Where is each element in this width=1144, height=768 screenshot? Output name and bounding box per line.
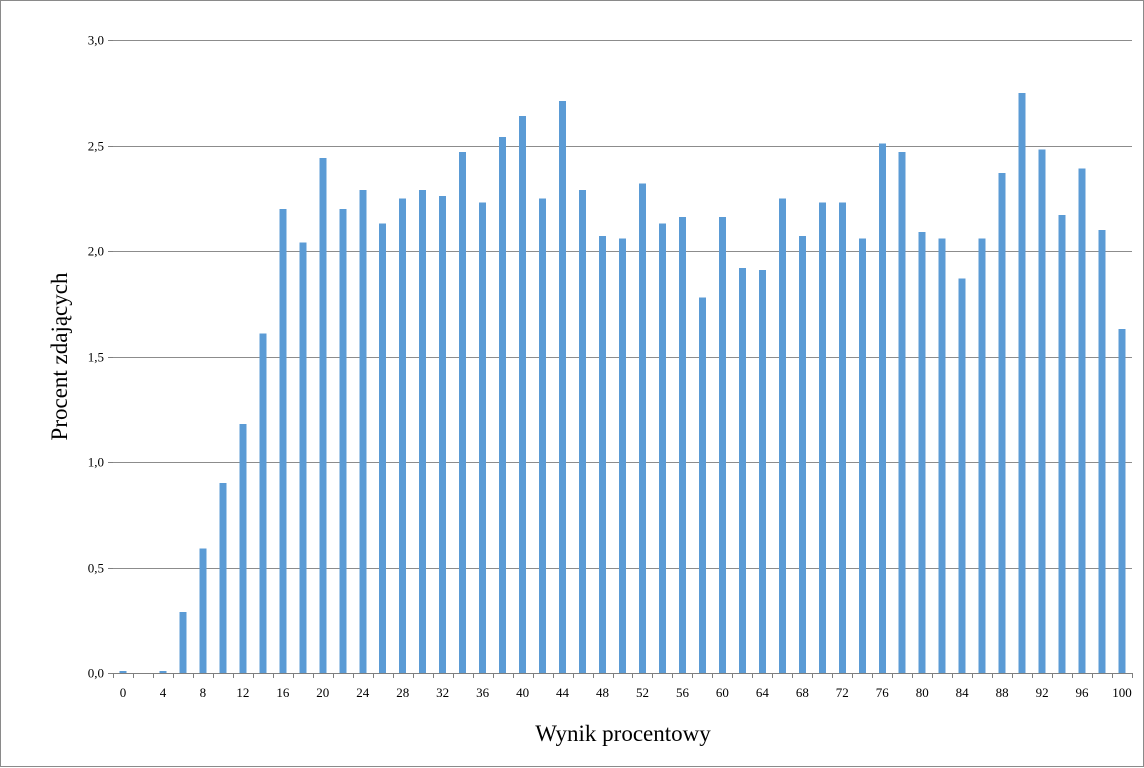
bar xyxy=(419,189,427,673)
bar xyxy=(159,670,167,673)
bar xyxy=(519,115,527,673)
x-tick-label: 64 xyxy=(756,685,770,700)
bar xyxy=(319,158,327,673)
x-tick-label: 60 xyxy=(716,685,729,700)
bar xyxy=(918,232,926,673)
x-tick-label: 4 xyxy=(160,685,167,700)
x-tick-label: 96 xyxy=(1076,685,1090,700)
x-tick-label: 80 xyxy=(916,685,929,700)
bar xyxy=(818,202,826,673)
bar xyxy=(559,101,567,673)
x-tick-label: 36 xyxy=(476,685,490,700)
x-tick-label: 24 xyxy=(356,685,370,700)
y-tick-label: 2,0 xyxy=(88,244,104,259)
bar xyxy=(738,267,746,673)
bar xyxy=(1058,215,1066,673)
bar xyxy=(958,278,966,673)
x-tick-label: 48 xyxy=(596,685,609,700)
bar xyxy=(619,238,626,673)
bar xyxy=(698,297,706,673)
y-tick-label: 2,5 xyxy=(88,139,104,154)
bar xyxy=(379,223,387,673)
bar xyxy=(758,269,766,673)
bar xyxy=(1018,92,1026,673)
bar xyxy=(579,189,587,673)
y-axis-title: Procent zdających xyxy=(47,272,72,440)
y-tick-label: 3,0 xyxy=(88,33,104,48)
x-tick-label: 40 xyxy=(516,685,529,700)
bar xyxy=(279,208,287,674)
bar xyxy=(798,236,806,674)
x-tick-label: 32 xyxy=(436,685,449,700)
bar xyxy=(838,202,846,673)
x-tick-label: 92 xyxy=(1036,685,1049,700)
x-tick-label: 0 xyxy=(120,685,127,700)
bar xyxy=(998,172,1006,673)
bar xyxy=(718,217,726,674)
x-tick-label: 52 xyxy=(636,685,649,700)
bars xyxy=(119,92,1126,674)
bar xyxy=(459,151,467,673)
bar xyxy=(539,198,547,673)
bar xyxy=(479,202,487,673)
x-tick-label: 56 xyxy=(676,685,690,700)
x-tick-label: 100 xyxy=(1112,685,1132,700)
bar xyxy=(599,236,607,674)
bar xyxy=(179,611,187,673)
bar xyxy=(898,151,906,673)
x-tick-label: 16 xyxy=(276,685,290,700)
bar xyxy=(1098,229,1106,673)
bar xyxy=(219,483,227,673)
x-tick-label: 28 xyxy=(396,685,409,700)
bar xyxy=(199,548,207,673)
y-tick-label: 1,5 xyxy=(88,350,104,365)
x-tick-label: 88 xyxy=(996,685,1009,700)
x-tick-label: 72 xyxy=(836,685,849,700)
x-tick-label: 76 xyxy=(876,685,890,700)
bar xyxy=(439,196,447,673)
x-tick-label: 12 xyxy=(236,685,249,700)
x-axis-title: Wynik procentowy xyxy=(535,721,711,746)
bar xyxy=(1118,329,1126,673)
y-tick-label: 1,0 xyxy=(88,455,104,470)
y-tick-labels: 0,0 0,5 1,0 1,5 2,0 2,5 3,0 xyxy=(88,33,104,681)
y-tick-label: 0,0 xyxy=(88,666,104,681)
bar xyxy=(1078,168,1086,673)
x-tick-label: 20 xyxy=(316,685,329,700)
bar xyxy=(399,198,407,673)
bar xyxy=(299,242,307,673)
bar xyxy=(778,198,786,673)
x-tick-label: 8 xyxy=(200,685,207,700)
bar xyxy=(499,137,507,673)
x-tick-label: 68 xyxy=(796,685,809,700)
bar xyxy=(239,424,247,673)
bar xyxy=(858,238,866,673)
bar xyxy=(119,670,127,673)
x-tick-label: 84 xyxy=(956,685,970,700)
bar xyxy=(938,238,946,673)
bar xyxy=(658,223,666,673)
bar xyxy=(1038,149,1046,674)
bar xyxy=(638,183,646,674)
x-tick-label: 44 xyxy=(556,685,570,700)
y-tick-label: 0,5 xyxy=(88,561,104,576)
x-tick-labels: 0 4 8 12 16 20 24 28 32 36 40 44 48 52 56 60 64 68 72 76 80 8… xyxy=(120,685,1132,700)
bar xyxy=(359,189,367,673)
bar xyxy=(878,143,886,673)
bar xyxy=(259,333,267,673)
bar xyxy=(978,238,986,673)
bar xyxy=(339,208,347,674)
bar xyxy=(678,217,686,674)
